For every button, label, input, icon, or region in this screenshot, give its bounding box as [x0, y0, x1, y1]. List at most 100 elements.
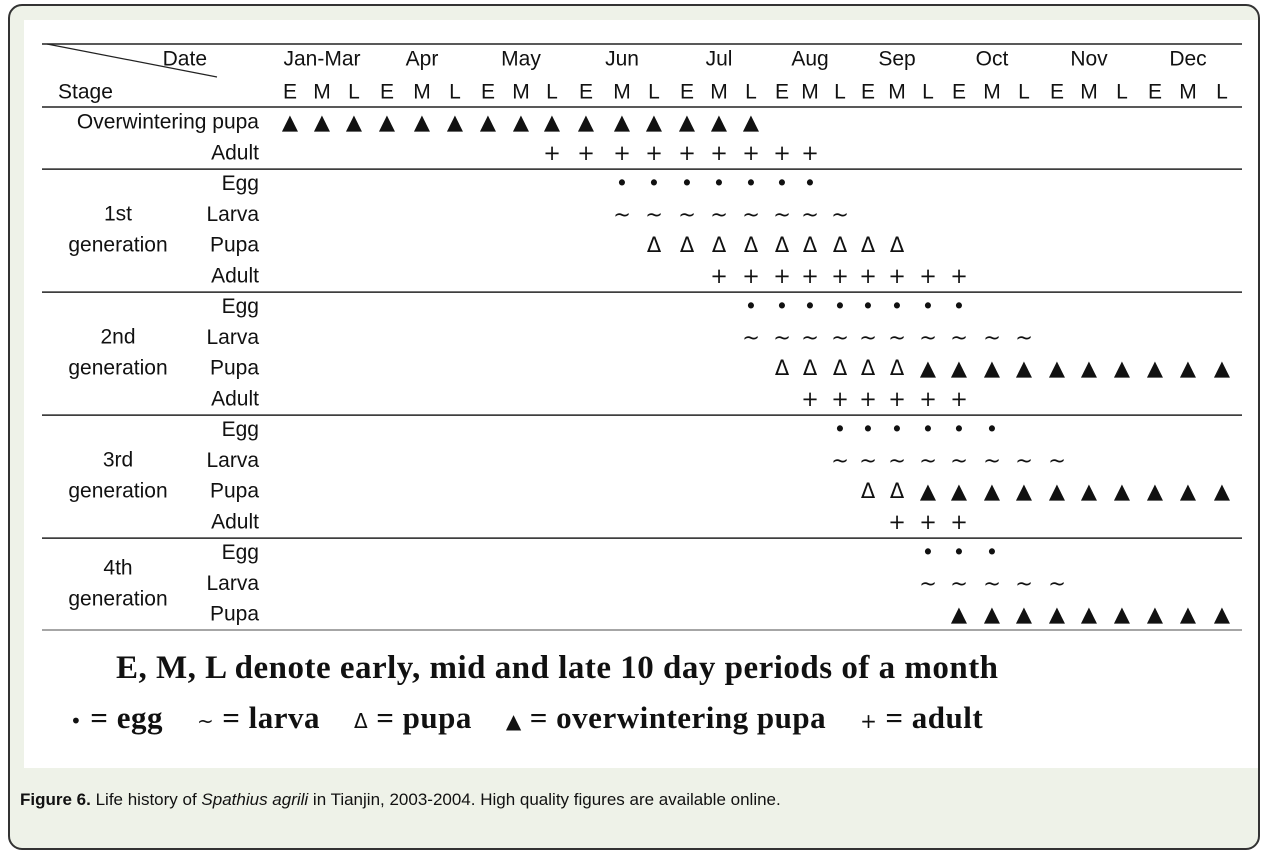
cell-symbol: ~ — [983, 325, 1001, 349]
cell-symbol: ▲ — [1180, 602, 1197, 626]
legend-text: = egg — [90, 700, 163, 735]
cell-symbol: + — [859, 264, 877, 288]
period: E — [380, 81, 394, 104]
generation-label: 4th — [103, 556, 132, 579]
cell-symbol: • — [681, 172, 693, 196]
stage: Larva — [206, 449, 259, 472]
cell-symbol: + — [888, 510, 906, 534]
cell-symbol: ~ — [645, 202, 663, 226]
cell-symbol: • — [953, 418, 965, 442]
period: M — [313, 81, 331, 104]
stage: Pupa — [210, 357, 259, 380]
cell-symbol: • — [862, 295, 874, 319]
cell-symbol: • — [922, 541, 934, 565]
period: E — [952, 81, 966, 104]
legend-item: ▲ = overwintering pupa — [506, 700, 826, 736]
diagonal — [46, 43, 218, 78]
stage: Larva — [206, 572, 259, 595]
legend-symbol: ~ — [196, 709, 215, 733]
stage: Adult — [211, 141, 259, 164]
period: M — [710, 81, 728, 104]
cell-symbol: ~ — [919, 571, 937, 595]
period: E — [1050, 81, 1064, 104]
cell-symbol: ▲ — [1180, 356, 1197, 380]
cell-symbol: ▲ — [951, 602, 968, 626]
cell-symbol: ▲ — [984, 602, 1001, 626]
month: Nov — [1070, 48, 1108, 71]
cell-symbol: + — [919, 264, 937, 288]
cell-symbol: ▲ — [1049, 356, 1066, 380]
cell-symbol: + — [831, 264, 849, 288]
cell-symbol: Δ — [861, 479, 876, 503]
cell-symbol: + — [577, 141, 595, 165]
stage: Adult — [211, 264, 259, 287]
period: M — [512, 81, 530, 104]
cell-symbol: ~ — [859, 448, 877, 472]
cell-symbol: ▲ — [544, 110, 561, 134]
cell-symbol: ▲ — [679, 110, 696, 134]
period: L — [348, 81, 360, 104]
cell-symbol: ~ — [678, 202, 696, 226]
cell-symbol: + — [710, 264, 728, 288]
cell-symbol: ~ — [742, 202, 760, 226]
cell-symbol: + — [801, 141, 819, 165]
month: Jun — [605, 48, 639, 71]
cell-symbol: Δ — [861, 233, 876, 257]
month: Oct — [976, 48, 1009, 71]
cell-symbol: ▲ — [513, 110, 530, 134]
period: L — [834, 81, 846, 104]
period: E — [481, 81, 495, 104]
cell-symbol: ▲ — [1081, 479, 1098, 503]
generation-label: generation — [68, 234, 167, 257]
cell-symbol: • — [776, 172, 788, 196]
generation-label: 3rd — [103, 449, 133, 472]
cell-symbol: ▲ — [1114, 356, 1131, 380]
cell-symbol: + — [773, 141, 791, 165]
generation-label: generation — [68, 587, 167, 610]
cell-symbol: ~ — [888, 325, 906, 349]
month: Jul — [706, 48, 733, 71]
cell-symbol: Δ — [775, 356, 790, 380]
stage: Egg — [222, 418, 259, 441]
cell-symbol: • — [834, 295, 846, 319]
cell-symbol: ▲ — [1016, 602, 1033, 626]
cell-symbol: ▲ — [480, 110, 497, 134]
cell-symbol: ▲ — [646, 110, 663, 134]
cell-symbol: ~ — [1015, 448, 1033, 472]
species: Spathius agrili — [201, 790, 309, 809]
cell-symbol: Δ — [803, 356, 818, 380]
cell-symbol: • — [616, 172, 628, 196]
cell-symbol: + — [801, 387, 819, 411]
period: E — [775, 81, 789, 104]
cell-symbol: + — [831, 387, 849, 411]
caption-text: in Tianjin, 2003-2004. High quality figu… — [308, 790, 781, 809]
caption-label: Figure 6. — [20, 790, 91, 809]
legend-text: = larva — [222, 700, 321, 735]
cell-symbol: + — [888, 264, 906, 288]
cell-symbol: ▲ — [314, 110, 331, 134]
cell-symbol: • — [953, 541, 965, 565]
cell-symbol: + — [678, 141, 696, 165]
cell-symbol: • — [713, 172, 725, 196]
legend-text: = pupa — [376, 700, 472, 735]
cell-symbol: + — [801, 264, 819, 288]
cell-symbol: Δ — [775, 233, 790, 257]
generation-label: 2nd — [100, 326, 135, 349]
legend-symbol: + — [860, 709, 878, 733]
cell-symbol: • — [745, 172, 757, 196]
cell-symbol: ▲ — [1016, 479, 1033, 503]
legend-item: + = adult — [860, 700, 983, 736]
cell-symbol: • — [862, 418, 874, 442]
legend-symbol: Δ — [354, 709, 369, 733]
cell-symbol: • — [953, 295, 965, 319]
cell-symbol: • — [986, 541, 998, 565]
period: L — [1018, 81, 1030, 104]
cell-symbol: Δ — [861, 356, 876, 380]
cell-symbol: ▲ — [743, 110, 760, 134]
cell-symbol: Δ — [712, 233, 727, 257]
legend-item: • = egg — [70, 700, 163, 736]
cell-symbol: ▲ — [379, 110, 396, 134]
period: E — [579, 81, 593, 104]
cell-symbol: ▲ — [1214, 356, 1231, 380]
cell-symbol: Δ — [680, 233, 695, 257]
